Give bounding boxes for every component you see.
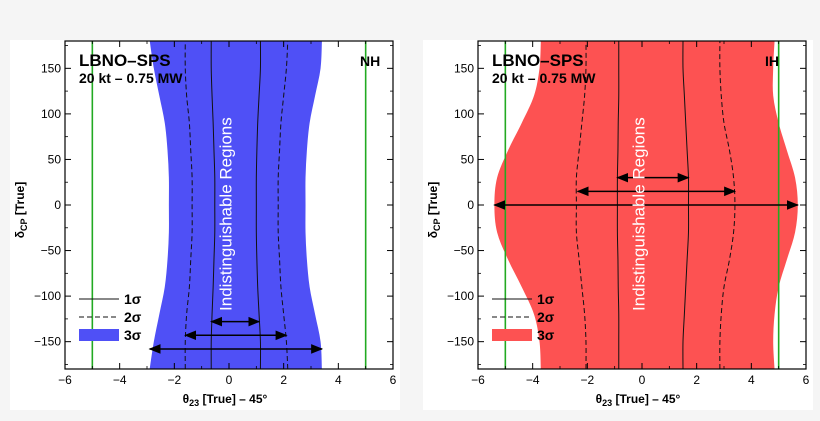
- ih-ylabel-rest: [True]: [426, 182, 440, 219]
- nh-ylabel-main: δ: [13, 231, 27, 238]
- nh-xlabel-main: θ: [183, 392, 190, 406]
- ih-legend-2sigma-label: 2σ: [537, 309, 555, 325]
- ih-xtick-label-2: −2: [580, 373, 594, 387]
- nh-title-line2: 20 kt – 0.75 MW: [79, 70, 183, 86]
- ih-xtick-label-0: −6: [471, 373, 485, 387]
- nh-sigma1-left: [210, 41, 216, 369]
- nh-ytick-label-0: −150: [34, 335, 61, 349]
- ih-xtick-label-3: 0: [639, 373, 646, 387]
- nh-xtick-label-3: 0: [226, 373, 233, 387]
- ih-region-label: Indistinguishable Regions: [630, 117, 649, 311]
- nh-xtick-label-5: 4: [335, 373, 342, 387]
- ih-sigma2-right: [719, 41, 736, 369]
- ih-legend-1sigma-label: 1σ: [537, 291, 555, 307]
- ih-xlabel: θ23 [True] – 45°: [596, 392, 681, 408]
- ih-plot-area: Indistinguishable Regions: [493, 41, 799, 369]
- nh-ytick-label-6: 150: [41, 61, 61, 75]
- ih-ylabel-main: δ: [426, 231, 440, 238]
- nh-legend-3sigma-swatch: [79, 329, 119, 341]
- nh-panel: Indistinguishable Regions −6 −4 −2 0 2 4 6 −150 −…: [13, 40, 397, 408]
- nh-xtick-label-1: −4: [113, 373, 127, 387]
- nh-sigma1-right: [255, 41, 262, 369]
- nh-xtick-label-0: −6: [58, 373, 72, 387]
- ih-ylabel: δCP [True]: [426, 182, 442, 238]
- nh-xlabel-sub: 23: [189, 398, 199, 408]
- nh-legend-3sigma-label: 3σ: [124, 327, 142, 343]
- nh-region-label: Indistinguishable Regions: [217, 117, 236, 311]
- nh-sigma2-left: [184, 41, 193, 369]
- ih-ytick-label-5: 100: [454, 107, 474, 121]
- nh-ytick-label-1: −100: [34, 289, 61, 303]
- nh-ylabel-sub: CP: [19, 218, 29, 231]
- ih-ylabel-sub: CP: [432, 218, 442, 231]
- nh-xlabel: θ23 [True] – 45°: [183, 392, 268, 408]
- nh-ytick-label-5: 100: [41, 107, 61, 121]
- nh-ytick-label-2: −50: [41, 244, 62, 258]
- nh-xtick-label-2: −2: [167, 373, 181, 387]
- nh-ytick-label-4: 50: [48, 152, 62, 166]
- ih-ytick-label-2: −50: [454, 244, 475, 258]
- ih-panel: Indistinguishable Regions −6 −4 −2 0 2 4 6 −150 −…: [426, 40, 810, 408]
- nh-xtick-label-6: 6: [390, 373, 397, 387]
- ih-xtick-label-1: −4: [526, 373, 540, 387]
- nh-sigma3-region: [149, 41, 322, 369]
- ih-xtick-label-5: 4: [748, 373, 755, 387]
- ih-title-line1: LBNO–SPS: [492, 51, 584, 70]
- ih-xtick-label-6: 6: [803, 373, 810, 387]
- ih-ytick-label-0: −150: [447, 335, 474, 349]
- ih-panel-label: IH: [765, 53, 779, 69]
- ih-title-line2: 20 kt – 0.75 MW: [492, 70, 596, 86]
- nh-sigma2-right: [277, 41, 289, 369]
- ih-legend-3sigma-label: 3σ: [537, 327, 555, 343]
- nh-ylabel-rest: [True]: [13, 182, 27, 219]
- ih-xtick-label-4: 2: [693, 373, 700, 387]
- nh-xtick-label-4: 2: [280, 373, 287, 387]
- nh-panel-label: NH: [360, 53, 380, 69]
- nh-ylabel: δCP [True]: [13, 182, 29, 238]
- nh-ytick-label-3: 0: [54, 198, 61, 212]
- ih-xlabel-rest: [True] – 45°: [612, 392, 680, 406]
- ih-xlabel-sub: 23: [602, 398, 612, 408]
- ih-ytick-label-6: 150: [454, 61, 474, 75]
- nh-xlabel-rest: [True] – 45°: [199, 392, 267, 406]
- nh-legend-2sigma-label: 2σ: [124, 309, 142, 325]
- ih-xlabel-main: θ: [596, 392, 603, 406]
- nh-legend-1sigma-label: 1σ: [124, 291, 142, 307]
- ih-legend-3sigma-swatch: [492, 329, 532, 341]
- nh-title-line1: LBNO–SPS: [79, 51, 171, 70]
- nh-plot-area: Indistinguishable Regions: [91, 41, 367, 369]
- ih-ytick-label-3: 0: [467, 198, 474, 212]
- ih-ytick-label-4: 50: [461, 152, 475, 166]
- ih-ytick-label-1: −100: [447, 289, 474, 303]
